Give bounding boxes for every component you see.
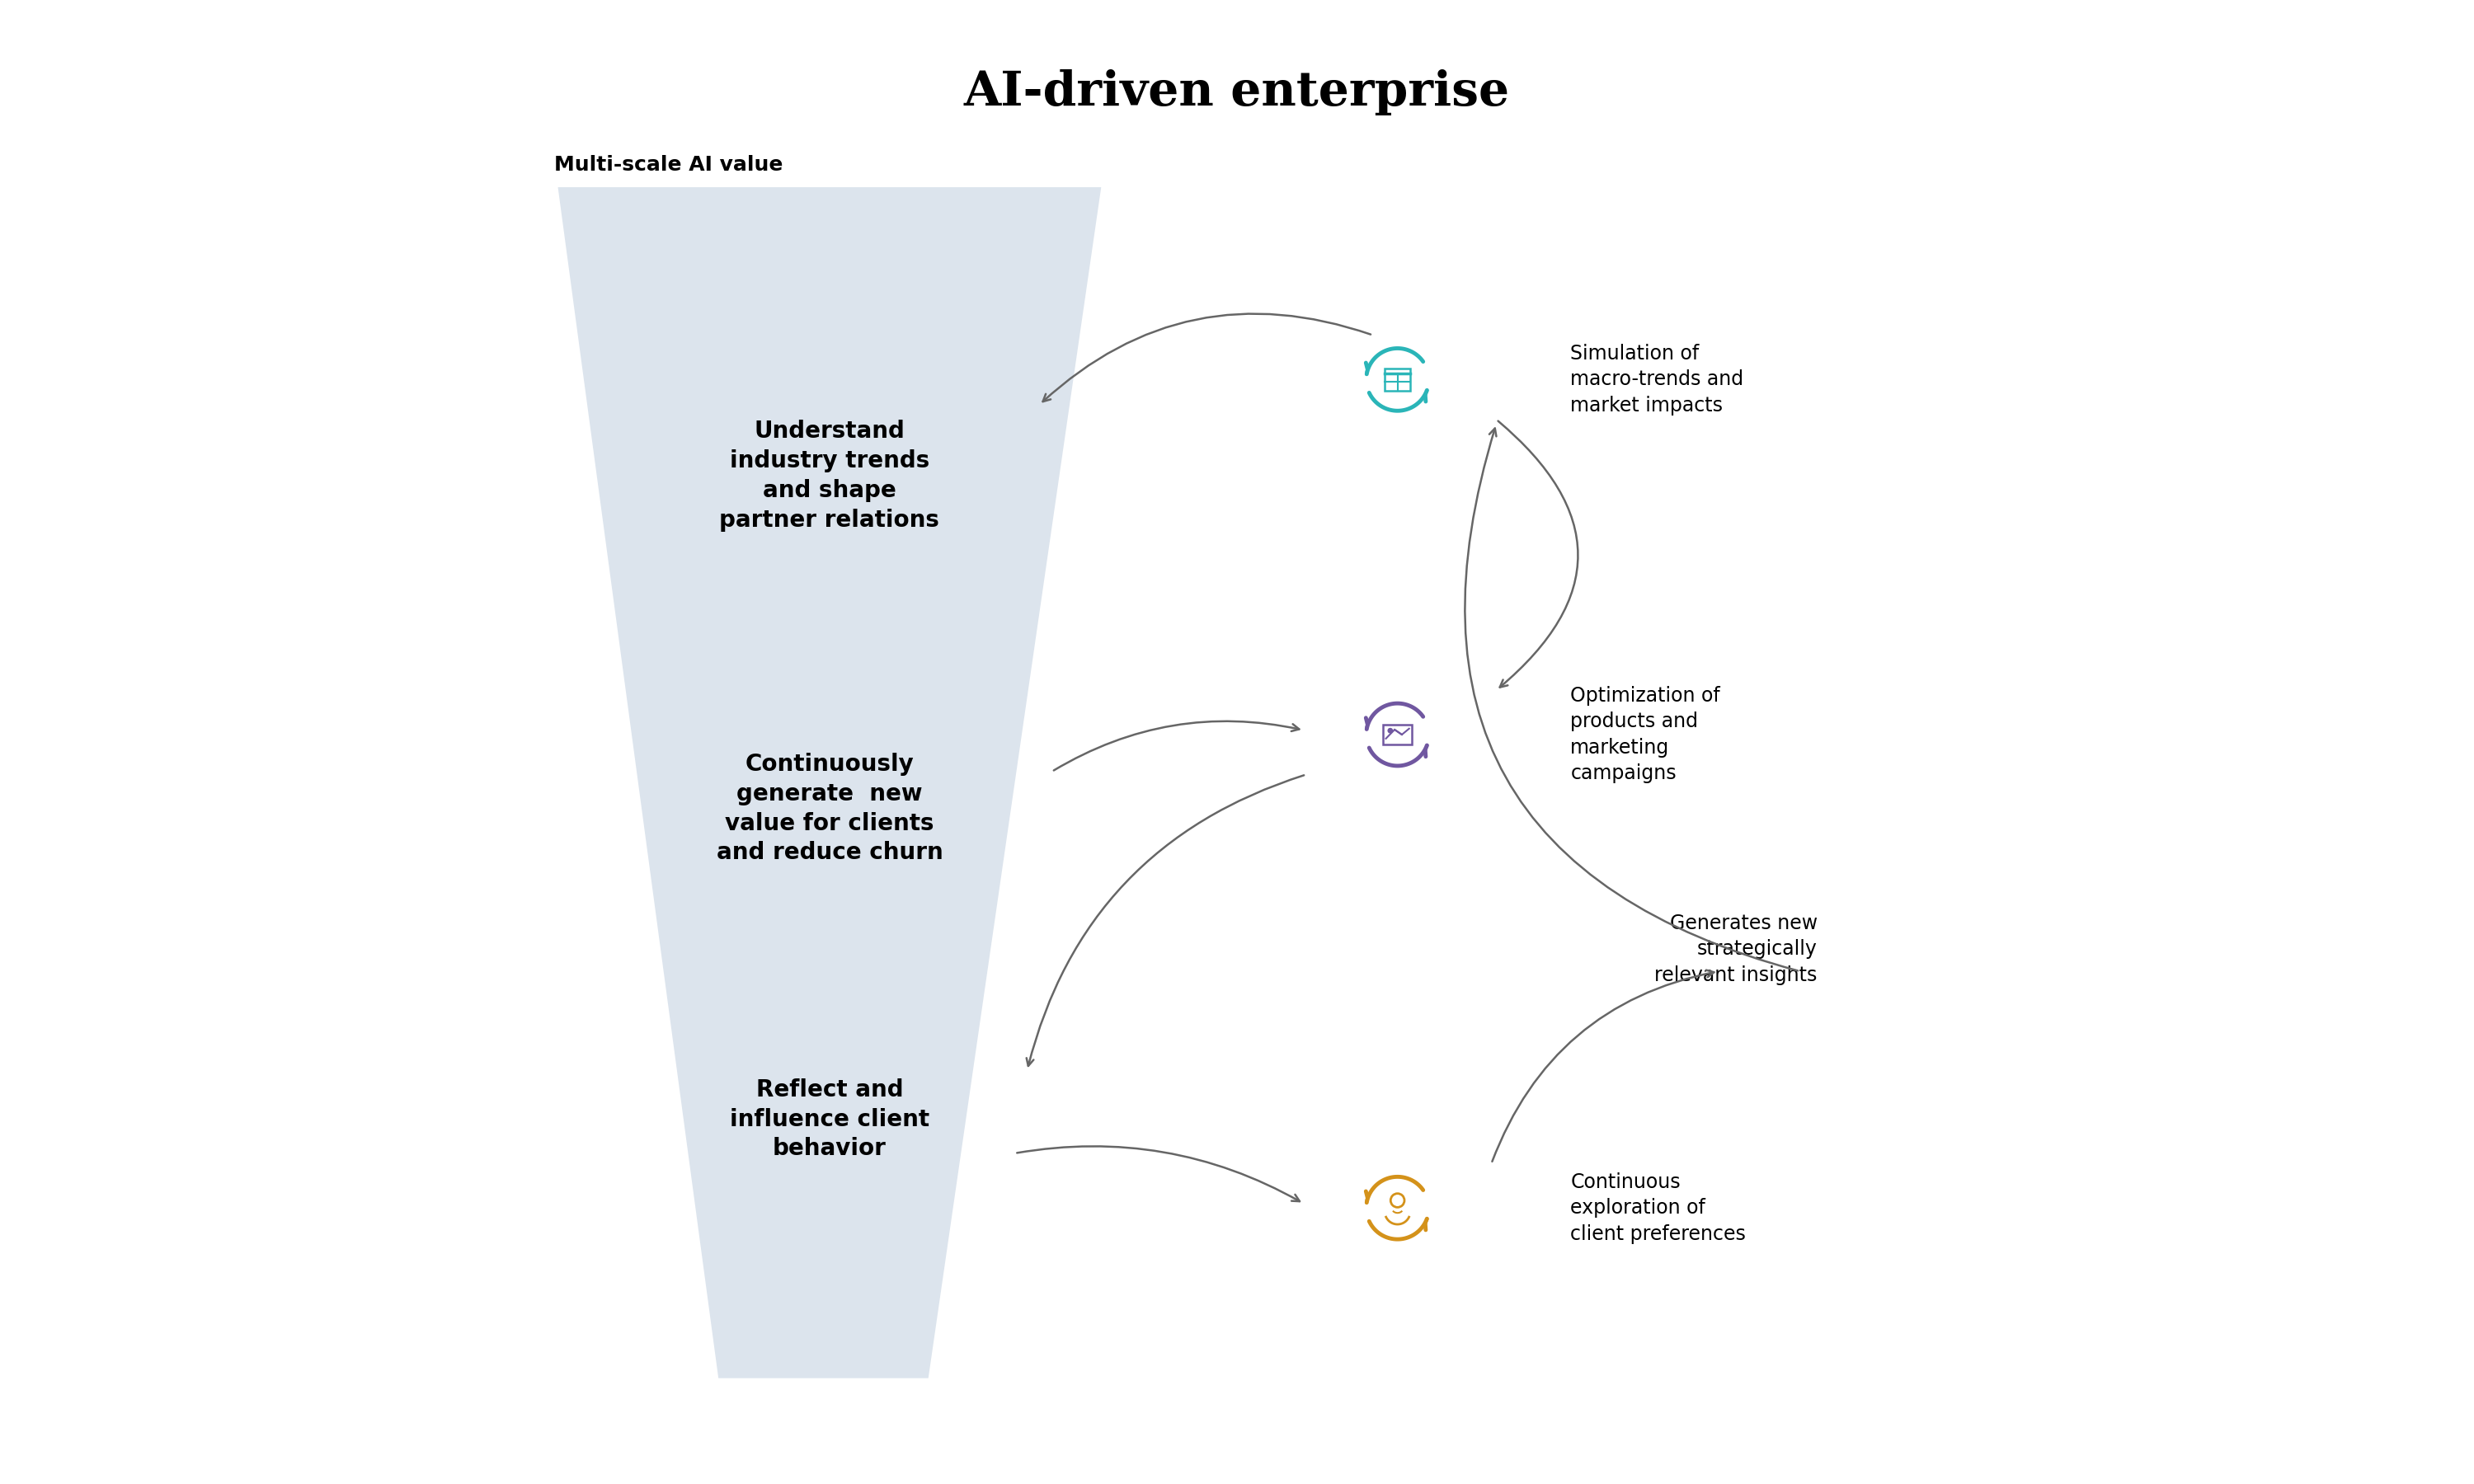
- FancyBboxPatch shape: [1385, 368, 1410, 390]
- Circle shape: [1366, 703, 1430, 766]
- Text: Continuous
exploration of
client preferences: Continuous exploration of client prefere…: [1571, 1172, 1747, 1244]
- Text: Understand
industry trends
and shape
partner relations: Understand industry trends and shape par…: [720, 420, 940, 531]
- Text: Optimization of
products and
marketing
campaigns: Optimization of products and marketing c…: [1571, 686, 1719, 784]
- Text: Reflect and
influence client
behavior: Reflect and influence client behavior: [730, 1079, 930, 1160]
- Circle shape: [1366, 349, 1430, 411]
- FancyBboxPatch shape: [1383, 724, 1413, 745]
- Text: AI-driven enterprise: AI-driven enterprise: [965, 68, 1509, 116]
- Text: Multi-scale AI value: Multi-scale AI value: [554, 156, 782, 175]
- Circle shape: [1366, 1177, 1430, 1239]
- Text: Simulation of
macro-trends and
market impacts: Simulation of macro-trends and market im…: [1571, 344, 1744, 416]
- Text: Generates new
strategically
relevant insights: Generates new strategically relevant ins…: [1655, 913, 1818, 985]
- Circle shape: [1388, 727, 1393, 733]
- Text: Continuously
generate  new
value for clients
and reduce churn: Continuously generate new value for clie…: [717, 752, 943, 864]
- Polygon shape: [559, 187, 1101, 1379]
